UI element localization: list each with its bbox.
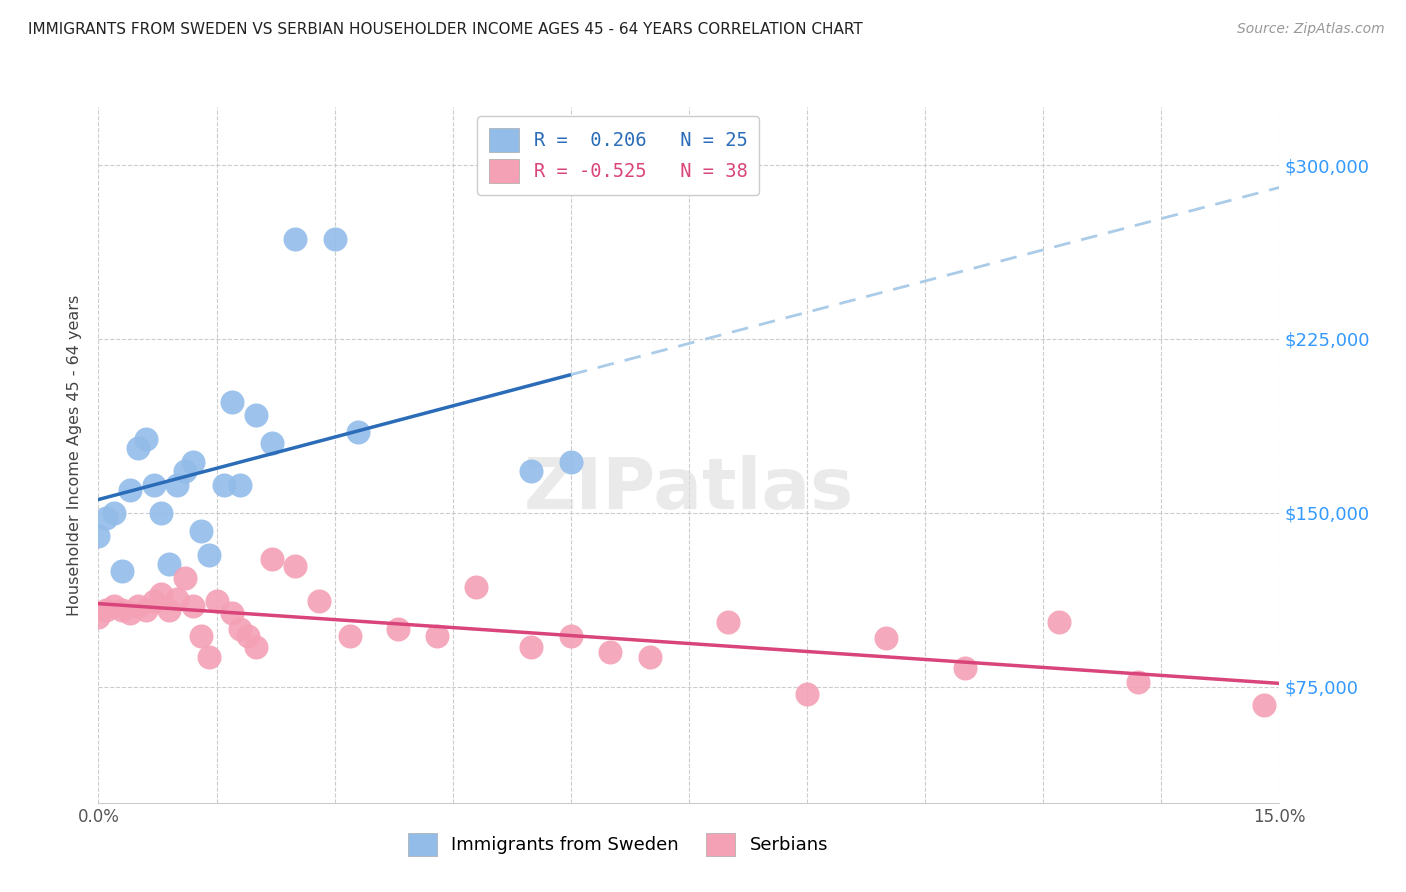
Point bbox=[190, 524, 212, 539]
Point bbox=[157, 603, 180, 617]
Point bbox=[717, 615, 740, 629]
Point bbox=[214, 478, 236, 492]
Point bbox=[260, 436, 283, 450]
Point bbox=[166, 591, 188, 606]
Legend: Immigrants from Sweden, Serbians: Immigrants from Sweden, Serbians bbox=[401, 826, 835, 863]
Point bbox=[638, 649, 661, 664]
Point bbox=[229, 622, 252, 636]
Point bbox=[111, 603, 134, 617]
Point bbox=[560, 629, 582, 643]
Point bbox=[197, 649, 219, 664]
Point bbox=[347, 425, 370, 439]
Point bbox=[236, 629, 259, 643]
Point bbox=[465, 580, 488, 594]
Point bbox=[174, 571, 197, 585]
Point bbox=[387, 622, 409, 636]
Point bbox=[796, 687, 818, 701]
Point bbox=[166, 478, 188, 492]
Point bbox=[197, 548, 219, 562]
Point bbox=[221, 394, 243, 409]
Point bbox=[103, 506, 125, 520]
Point bbox=[142, 594, 165, 608]
Point bbox=[96, 603, 118, 617]
Point bbox=[87, 529, 110, 543]
Point bbox=[181, 455, 204, 469]
Point bbox=[157, 557, 180, 571]
Point bbox=[190, 629, 212, 643]
Point bbox=[181, 599, 204, 613]
Point bbox=[127, 441, 149, 455]
Point bbox=[150, 506, 173, 520]
Point bbox=[599, 645, 621, 659]
Point bbox=[1126, 675, 1149, 690]
Point bbox=[205, 594, 228, 608]
Point bbox=[229, 478, 252, 492]
Point bbox=[127, 599, 149, 613]
Point bbox=[1253, 698, 1275, 713]
Point bbox=[1047, 615, 1070, 629]
Point bbox=[520, 640, 543, 655]
Point bbox=[174, 464, 197, 478]
Point bbox=[135, 432, 157, 446]
Point bbox=[118, 606, 141, 620]
Text: ZIPatlas: ZIPatlas bbox=[524, 455, 853, 524]
Point bbox=[260, 552, 283, 566]
Point bbox=[111, 564, 134, 578]
Point bbox=[142, 478, 165, 492]
Point bbox=[221, 606, 243, 620]
Text: Source: ZipAtlas.com: Source: ZipAtlas.com bbox=[1237, 22, 1385, 37]
Text: IMMIGRANTS FROM SWEDEN VS SERBIAN HOUSEHOLDER INCOME AGES 45 - 64 YEARS CORRELAT: IMMIGRANTS FROM SWEDEN VS SERBIAN HOUSEH… bbox=[28, 22, 863, 37]
Point bbox=[245, 409, 267, 423]
Point bbox=[284, 232, 307, 246]
Point bbox=[150, 587, 173, 601]
Point bbox=[426, 629, 449, 643]
Point bbox=[96, 510, 118, 524]
Point bbox=[87, 610, 110, 624]
Point bbox=[118, 483, 141, 497]
Point bbox=[103, 599, 125, 613]
Point bbox=[308, 594, 330, 608]
Point bbox=[875, 631, 897, 645]
Point bbox=[323, 232, 346, 246]
Point bbox=[520, 464, 543, 478]
Point bbox=[953, 661, 976, 675]
Point bbox=[135, 603, 157, 617]
Y-axis label: Householder Income Ages 45 - 64 years: Householder Income Ages 45 - 64 years bbox=[67, 294, 83, 615]
Point bbox=[339, 629, 361, 643]
Point bbox=[284, 559, 307, 574]
Point bbox=[245, 640, 267, 655]
Point bbox=[560, 455, 582, 469]
